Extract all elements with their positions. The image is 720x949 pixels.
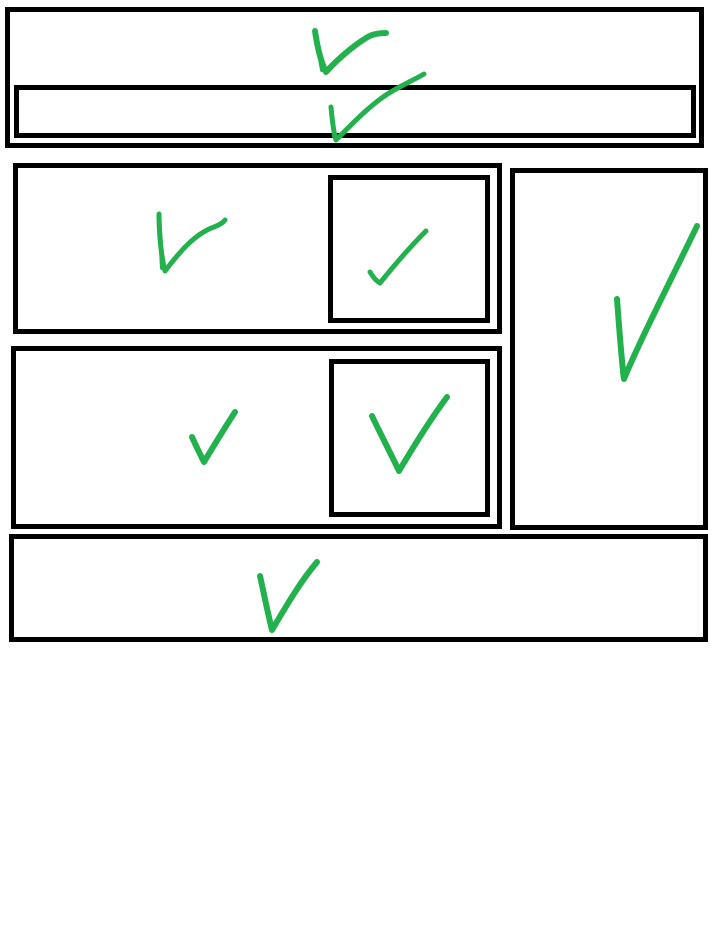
- checkmark-icon: [312, 28, 389, 75]
- panel-top-inner-box: [328, 175, 490, 323]
- checkmark-icon: [367, 228, 429, 286]
- panel-top-box: [13, 163, 502, 334]
- checkmark-icon: [369, 394, 450, 474]
- footer-panel-box: [9, 534, 708, 642]
- outer-header-box: [5, 7, 704, 148]
- checkmark-icon: [614, 223, 700, 382]
- side-panel-box: [510, 168, 708, 530]
- checkmark-icon: [189, 409, 238, 465]
- checkmark-icon: [156, 211, 228, 274]
- header-inner-bar-box: [14, 85, 696, 138]
- checkmark-icon: [328, 71, 427, 143]
- panel-bottom-box: [11, 346, 502, 529]
- panel-bottom-inner-box: [329, 359, 490, 517]
- checkmark-icon: [257, 559, 320, 633]
